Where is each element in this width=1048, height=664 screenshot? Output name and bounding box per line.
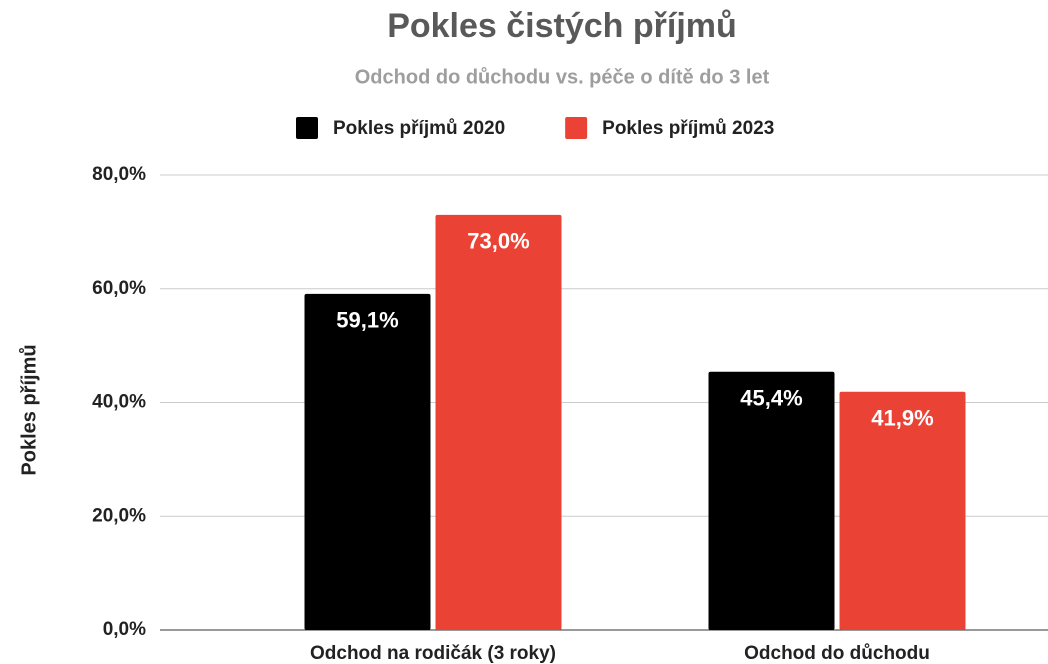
data-label: 59,1% — [336, 308, 398, 333]
legend-swatch — [565, 117, 588, 139]
x-tick-label: Odchod do důchodu — [744, 643, 930, 664]
y-tick-label: 40,0% — [92, 392, 146, 413]
chart-subtitle: Odchod do důchodu vs. péče o dítě do 3 l… — [355, 66, 770, 88]
data-label: 73,0% — [467, 229, 529, 254]
data-label: 41,9% — [871, 406, 933, 431]
legend-swatch — [296, 117, 318, 139]
y-axis-label: Pokles příjmů — [18, 344, 40, 475]
y-tick-label: 20,0% — [92, 505, 146, 526]
y-tick-label: 0,0% — [103, 619, 146, 640]
bar — [708, 371, 835, 630]
bar — [435, 214, 562, 630]
data-label: 45,4% — [740, 386, 802, 411]
y-tick-label: 60,0% — [92, 278, 146, 299]
legend-label: Pokles příjmů 2020 — [333, 118, 505, 139]
y-tick-label: 80,0% — [92, 164, 146, 185]
x-tick-label: Odchod na rodičák (3 roky) — [310, 643, 556, 664]
bar — [839, 391, 966, 630]
chart-title: Pokles čistých příjmů — [387, 7, 737, 45]
legend-label: Pokles příjmů 2023 — [602, 118, 774, 139]
bar — [304, 293, 431, 630]
